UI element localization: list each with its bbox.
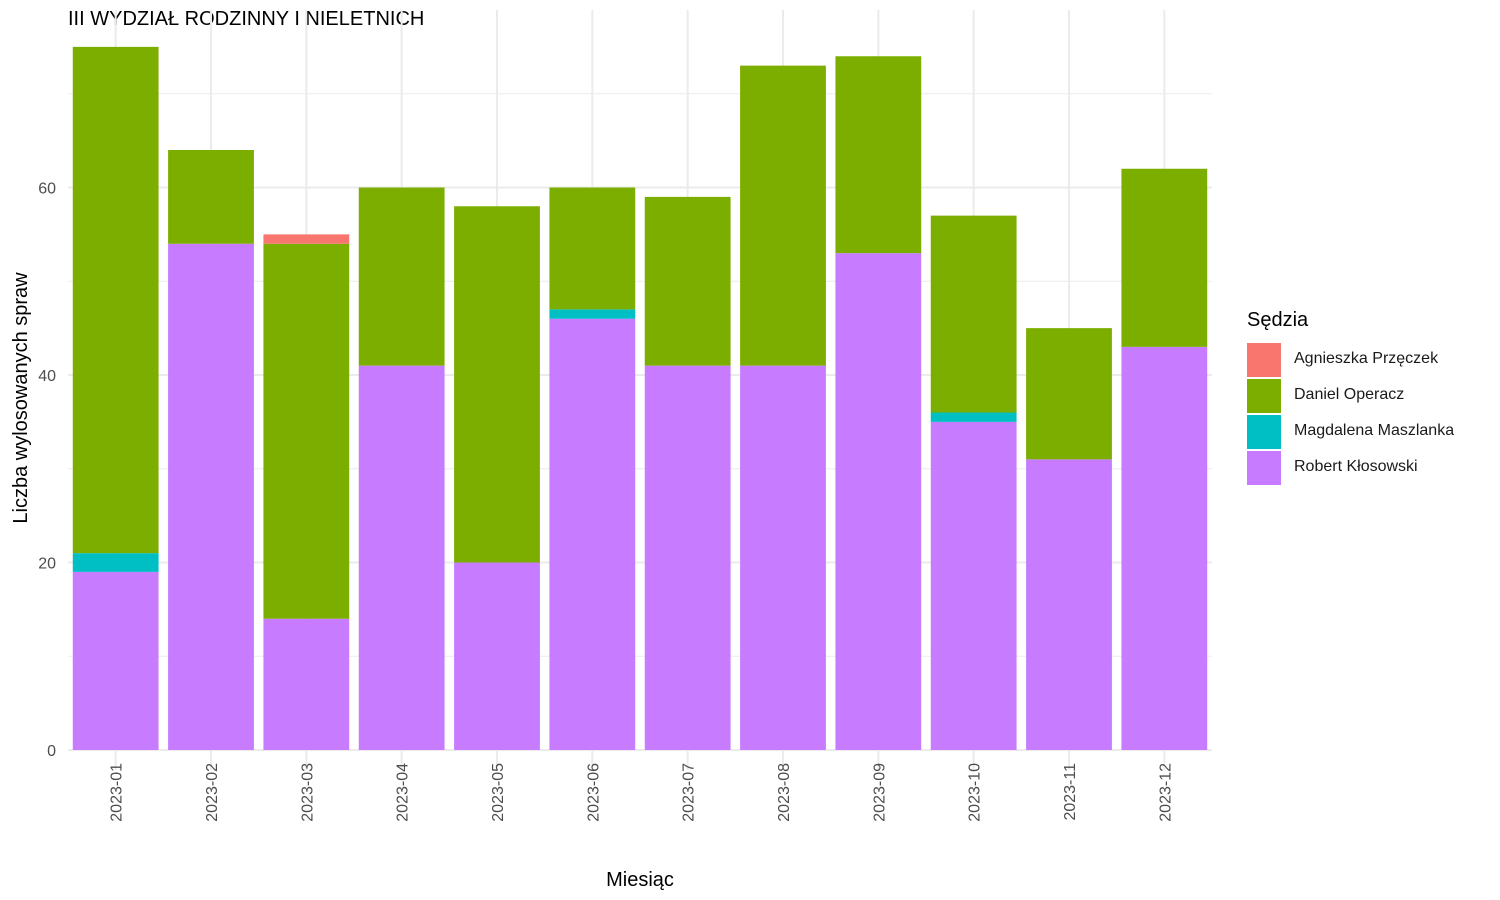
bar-segment — [1026, 328, 1112, 460]
y-tick-label: 0 — [47, 743, 56, 760]
bar-segment — [72, 553, 159, 572]
bar-segment — [263, 243, 350, 619]
legend-label: Agnieszka Przęczek — [1294, 350, 1439, 367]
x-tick-label: 2023-12 — [1157, 763, 1174, 822]
bar-segment — [644, 196, 731, 366]
legend-item: Daniel Operacz — [1247, 379, 1497, 413]
x-tick-label: 2023-04 — [395, 763, 412, 822]
x-tick-label: 2023-07 — [681, 763, 698, 822]
x-tick-label: 2023-06 — [585, 763, 602, 822]
x-tick-label: 2023-10 — [967, 763, 984, 822]
legend-swatch — [1247, 379, 1281, 413]
bar-segment — [549, 187, 636, 310]
legend-label: Daniel Operacz — [1294, 386, 1405, 403]
bar-segment — [168, 150, 254, 244]
bar-segment — [835, 253, 922, 750]
x-axis-label: Miesiąc — [606, 869, 674, 891]
bar-segment — [263, 618, 350, 750]
bar-segment — [644, 365, 731, 750]
bar-segment — [263, 234, 350, 244]
chart-title: III WYDZIAŁ RODZINNY I NIELETNICH — [68, 8, 425, 30]
bar-segment — [168, 243, 254, 750]
x-tick-label: 2023-02 — [204, 763, 221, 822]
y-axis-ticks: 0 20 40 60 — [38, 181, 56, 761]
x-tick-label: 2023-11 — [1062, 763, 1079, 821]
bar-segment — [72, 46, 159, 554]
legend-item: Agnieszka Przęczek — [1247, 343, 1497, 377]
x-tick-label: 2023-01 — [109, 763, 126, 822]
y-tick-label: 40 — [38, 368, 56, 385]
bar-segment — [930, 215, 1017, 413]
bar-segment — [740, 365, 826, 750]
y-tick-label: 20 — [38, 556, 56, 573]
bar-segment — [358, 365, 445, 750]
legend-item: Magdalena Maszlanka — [1247, 415, 1497, 449]
bar-segment — [835, 56, 922, 254]
bar-segment — [454, 206, 540, 563]
legend-swatch — [1247, 451, 1281, 485]
legend-swatch — [1247, 343, 1281, 377]
bar-segment — [1121, 168, 1208, 347]
bar-segment — [930, 421, 1017, 750]
bar-segment — [454, 562, 540, 750]
legend-label: Robert Kłosowski — [1294, 458, 1418, 475]
bar-segment — [740, 65, 826, 366]
bar-segment — [930, 412, 1017, 422]
x-tick-label: 2023-03 — [299, 763, 316, 822]
legend-title: Sędzia — [1247, 309, 1309, 331]
legend-item: Robert Kłosowski — [1247, 451, 1497, 485]
bar-segment — [358, 187, 445, 366]
bar-segment — [549, 309, 636, 319]
bars — [72, 46, 1208, 750]
x-axis-ticks: 2023-01 2023-02 2023-03 2023-04 2023-05 2023-… — [109, 763, 1175, 822]
legend-label: Magdalena Maszlanka — [1294, 422, 1455, 439]
x-tick-label: 2023-08 — [776, 763, 793, 822]
bar-segment — [1121, 346, 1208, 750]
x-tick-label: 2023-05 — [490, 763, 507, 822]
y-tick-label: 60 — [38, 181, 56, 198]
bar-segment — [549, 318, 636, 750]
legend-swatch — [1247, 415, 1281, 449]
bar-segment — [72, 571, 159, 750]
x-tick-label: 2023-09 — [871, 763, 888, 822]
bar-segment — [1026, 459, 1112, 750]
y-axis-label: Liczba wylosowanych spraw — [10, 272, 32, 524]
